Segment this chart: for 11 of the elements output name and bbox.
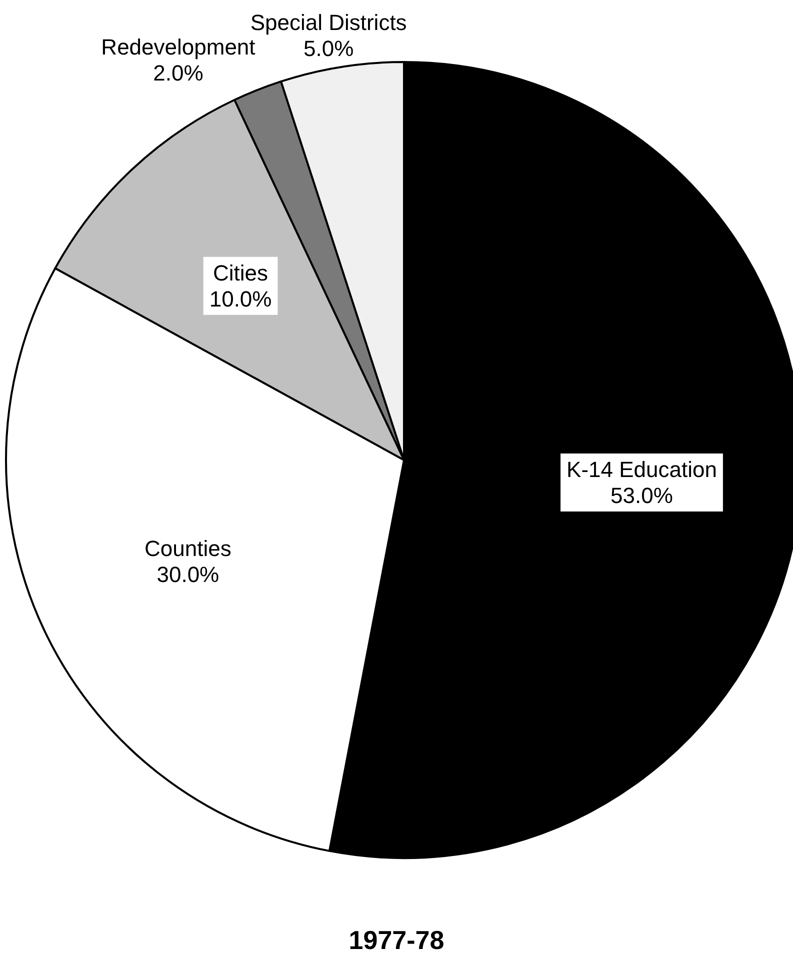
slice-label: Special Districts <box>250 10 407 35</box>
data-label: 53.0% <box>610 482 673 508</box>
slice-label: K-14 Education <box>566 456 717 482</box>
data-label: 2.0% <box>153 60 204 86</box>
slice-label: Counties <box>144 536 232 562</box>
data-label: 30.0% <box>156 562 220 588</box>
data-label: 5.0% <box>303 36 354 61</box>
slice-label: Redevelopment <box>101 34 256 60</box>
slice-label: Cities <box>213 260 268 286</box>
text: 1977-78 <box>348 925 444 955</box>
data-label: 10.0% <box>209 286 272 312</box>
